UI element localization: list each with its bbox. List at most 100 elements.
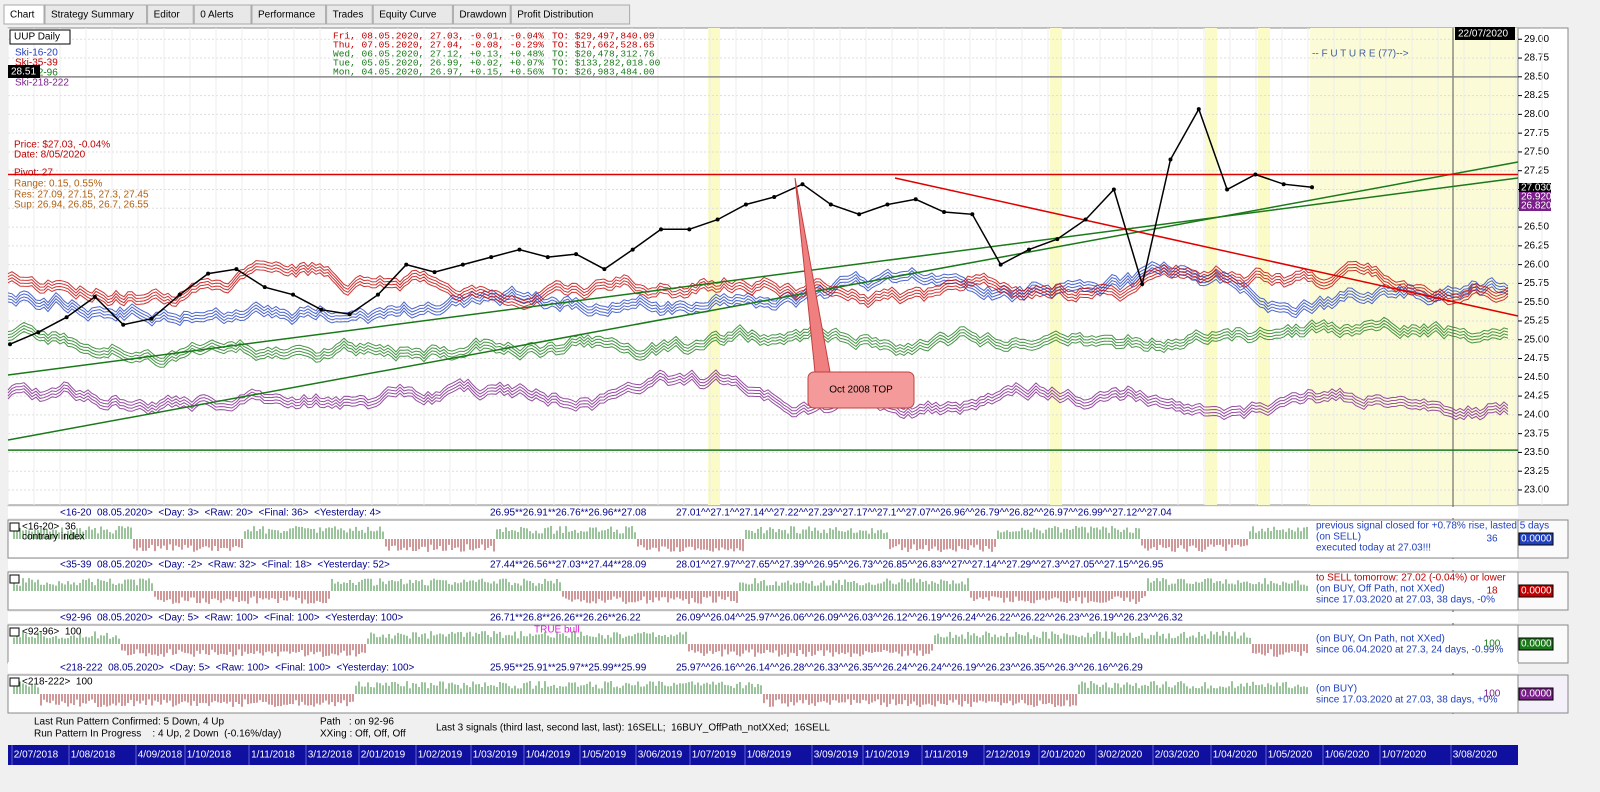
tab[interactable] [510,4,631,25]
panel-header-text: <35-39 08.05.2020> <Day: -2> <Raw: 32> <… [60,560,390,571]
status-line: XXing : Off, Off, Off [320,729,406,740]
trend-line [7,177,1519,376]
panel-score: 100 [1484,639,1501,650]
date-label: 1/03/2019 [473,750,518,761]
panel-tag: TRUE bull [534,625,580,636]
panel-seq: 25.97^^26.16^^26.14^^26.28^^26.33^^26.35… [676,663,1143,674]
date-label: 3/12/2018 [308,750,353,761]
panel-header-text: <92-96 08.05.2020> <Day: 5> <Raw: 100> <… [60,613,403,624]
panel-seq: 26.09^^26.04^^25.97^^26.06^^26.09^^26.03… [676,613,1183,624]
price-point [206,271,211,276]
panel-note: to SELL tomorrow: 27.02 (-0.04%) or lowe… [1316,573,1506,584]
y-tick-label: 24.00 [1524,409,1549,420]
ski-ribbon [7,267,1509,324]
axis-bg [1517,27,1569,506]
turnover: TO: $26,983,484.00 [552,67,655,78]
info-line: Pivot: 27 [14,168,53,179]
tab[interactable] [44,4,148,25]
price-point [942,210,947,215]
price-point [772,195,777,200]
price-point [1196,107,1201,112]
panel-header-text: <218-222 08.05.2020> <Day: 5> <Raw: 100>… [60,663,415,674]
panel-label: <16-20> 36 [22,522,76,533]
panel-note: (on SELL) [1316,532,1361,543]
price-point [1083,217,1088,222]
tab-label: Performance [258,10,316,21]
panel-icon [9,677,20,687]
price-point [1253,172,1258,177]
panel-icon [9,522,20,532]
y-tick-label: 26.25 [1524,240,1549,251]
date-label: 2/07/2018 [14,750,59,761]
price-point [828,202,833,207]
price-point [121,322,126,327]
ski-ribbon [7,269,1509,311]
price-point [1225,187,1230,192]
price-point [800,182,805,187]
price-point [234,267,239,272]
price-point [64,315,69,320]
panel-box [1518,687,1554,701]
price-point [177,292,182,297]
panel-header [8,612,1518,623]
tab-label: Drawdown [459,10,506,21]
panel-seq: 27.44**26.56**27.03**27.44**28.09 [490,560,647,571]
y-tick-label: 25.50 [1524,297,1549,308]
price-point [857,212,862,217]
y-tick-label: 28.50 [1524,71,1549,82]
future-zone [1310,28,1518,505]
price-tag [1519,183,1551,193]
panel-note: since 17.03.2020 at 27.03, 38 days, +0% [1316,695,1498,706]
panel-seq: 28.01^^27.97^^27.65^^27.39^^26.95^^26.73… [676,560,1164,571]
tab[interactable] [3,4,45,25]
turnover: TO: $133,282,018.00 [552,58,661,69]
price-point [687,227,692,232]
tab[interactable] [193,4,252,25]
price-point [149,316,154,321]
panel-icon [9,627,20,637]
panel-note: (on BUY) [1316,684,1357,695]
y-tick-label: 23.50 [1524,447,1549,458]
turnover: TO: $20,478,312.76 [552,49,655,60]
ski-ribbon [7,378,1509,421]
date-label: 1/04/2020 [1213,750,1258,761]
date-label: 1/07/2020 [1382,750,1427,761]
panel-label: <92-96> 100 [22,627,82,638]
panel-box-value: 0.0000 [1521,689,1552,700]
ski-ribbon [7,319,1509,362]
date-label: 1/08/2019 [747,750,792,761]
panel-note: (on BUY, On Path, not XXed) [1316,634,1445,645]
highlight-column [1050,28,1062,505]
panel-box [1518,532,1554,546]
price-point [319,307,324,312]
date-box-label: 22/07/2020 [1458,29,1508,40]
tab[interactable] [147,4,194,25]
price-point [1055,237,1060,242]
panel-icon [9,574,20,584]
y-tick-label: 24.25 [1524,391,1549,402]
price-tag-label: 26.820 [1521,201,1552,212]
ski-ribbon [7,322,1509,365]
legend-entry: Ski-35-39 [15,58,58,69]
date-label: 1/05/2020 [1268,750,1313,761]
tab[interactable] [372,4,453,25]
panel-note: previous signal closed for +0.78% rise, … [1316,521,1549,532]
y-tick-label: 24.50 [1524,372,1549,383]
price-point [574,252,579,257]
tab-label: Equity Curve [379,10,437,21]
future-label: -- F U T U R E (77)--> [1312,49,1409,60]
panel-header [8,559,1518,570]
ski-ribbon [7,316,1509,359]
trend-line [894,177,1519,317]
date-axis [8,745,1518,765]
tab[interactable] [251,4,327,25]
date-label: 2/03/2020 [1155,750,1200,761]
ski-ribbon [7,270,1509,327]
tab[interactable] [326,4,373,25]
tab[interactable] [452,4,511,25]
price-point [885,202,890,207]
price-tag [1519,201,1551,211]
y-tick-label: 23.25 [1524,466,1549,477]
date-label: 1/02/2019 [418,750,463,761]
